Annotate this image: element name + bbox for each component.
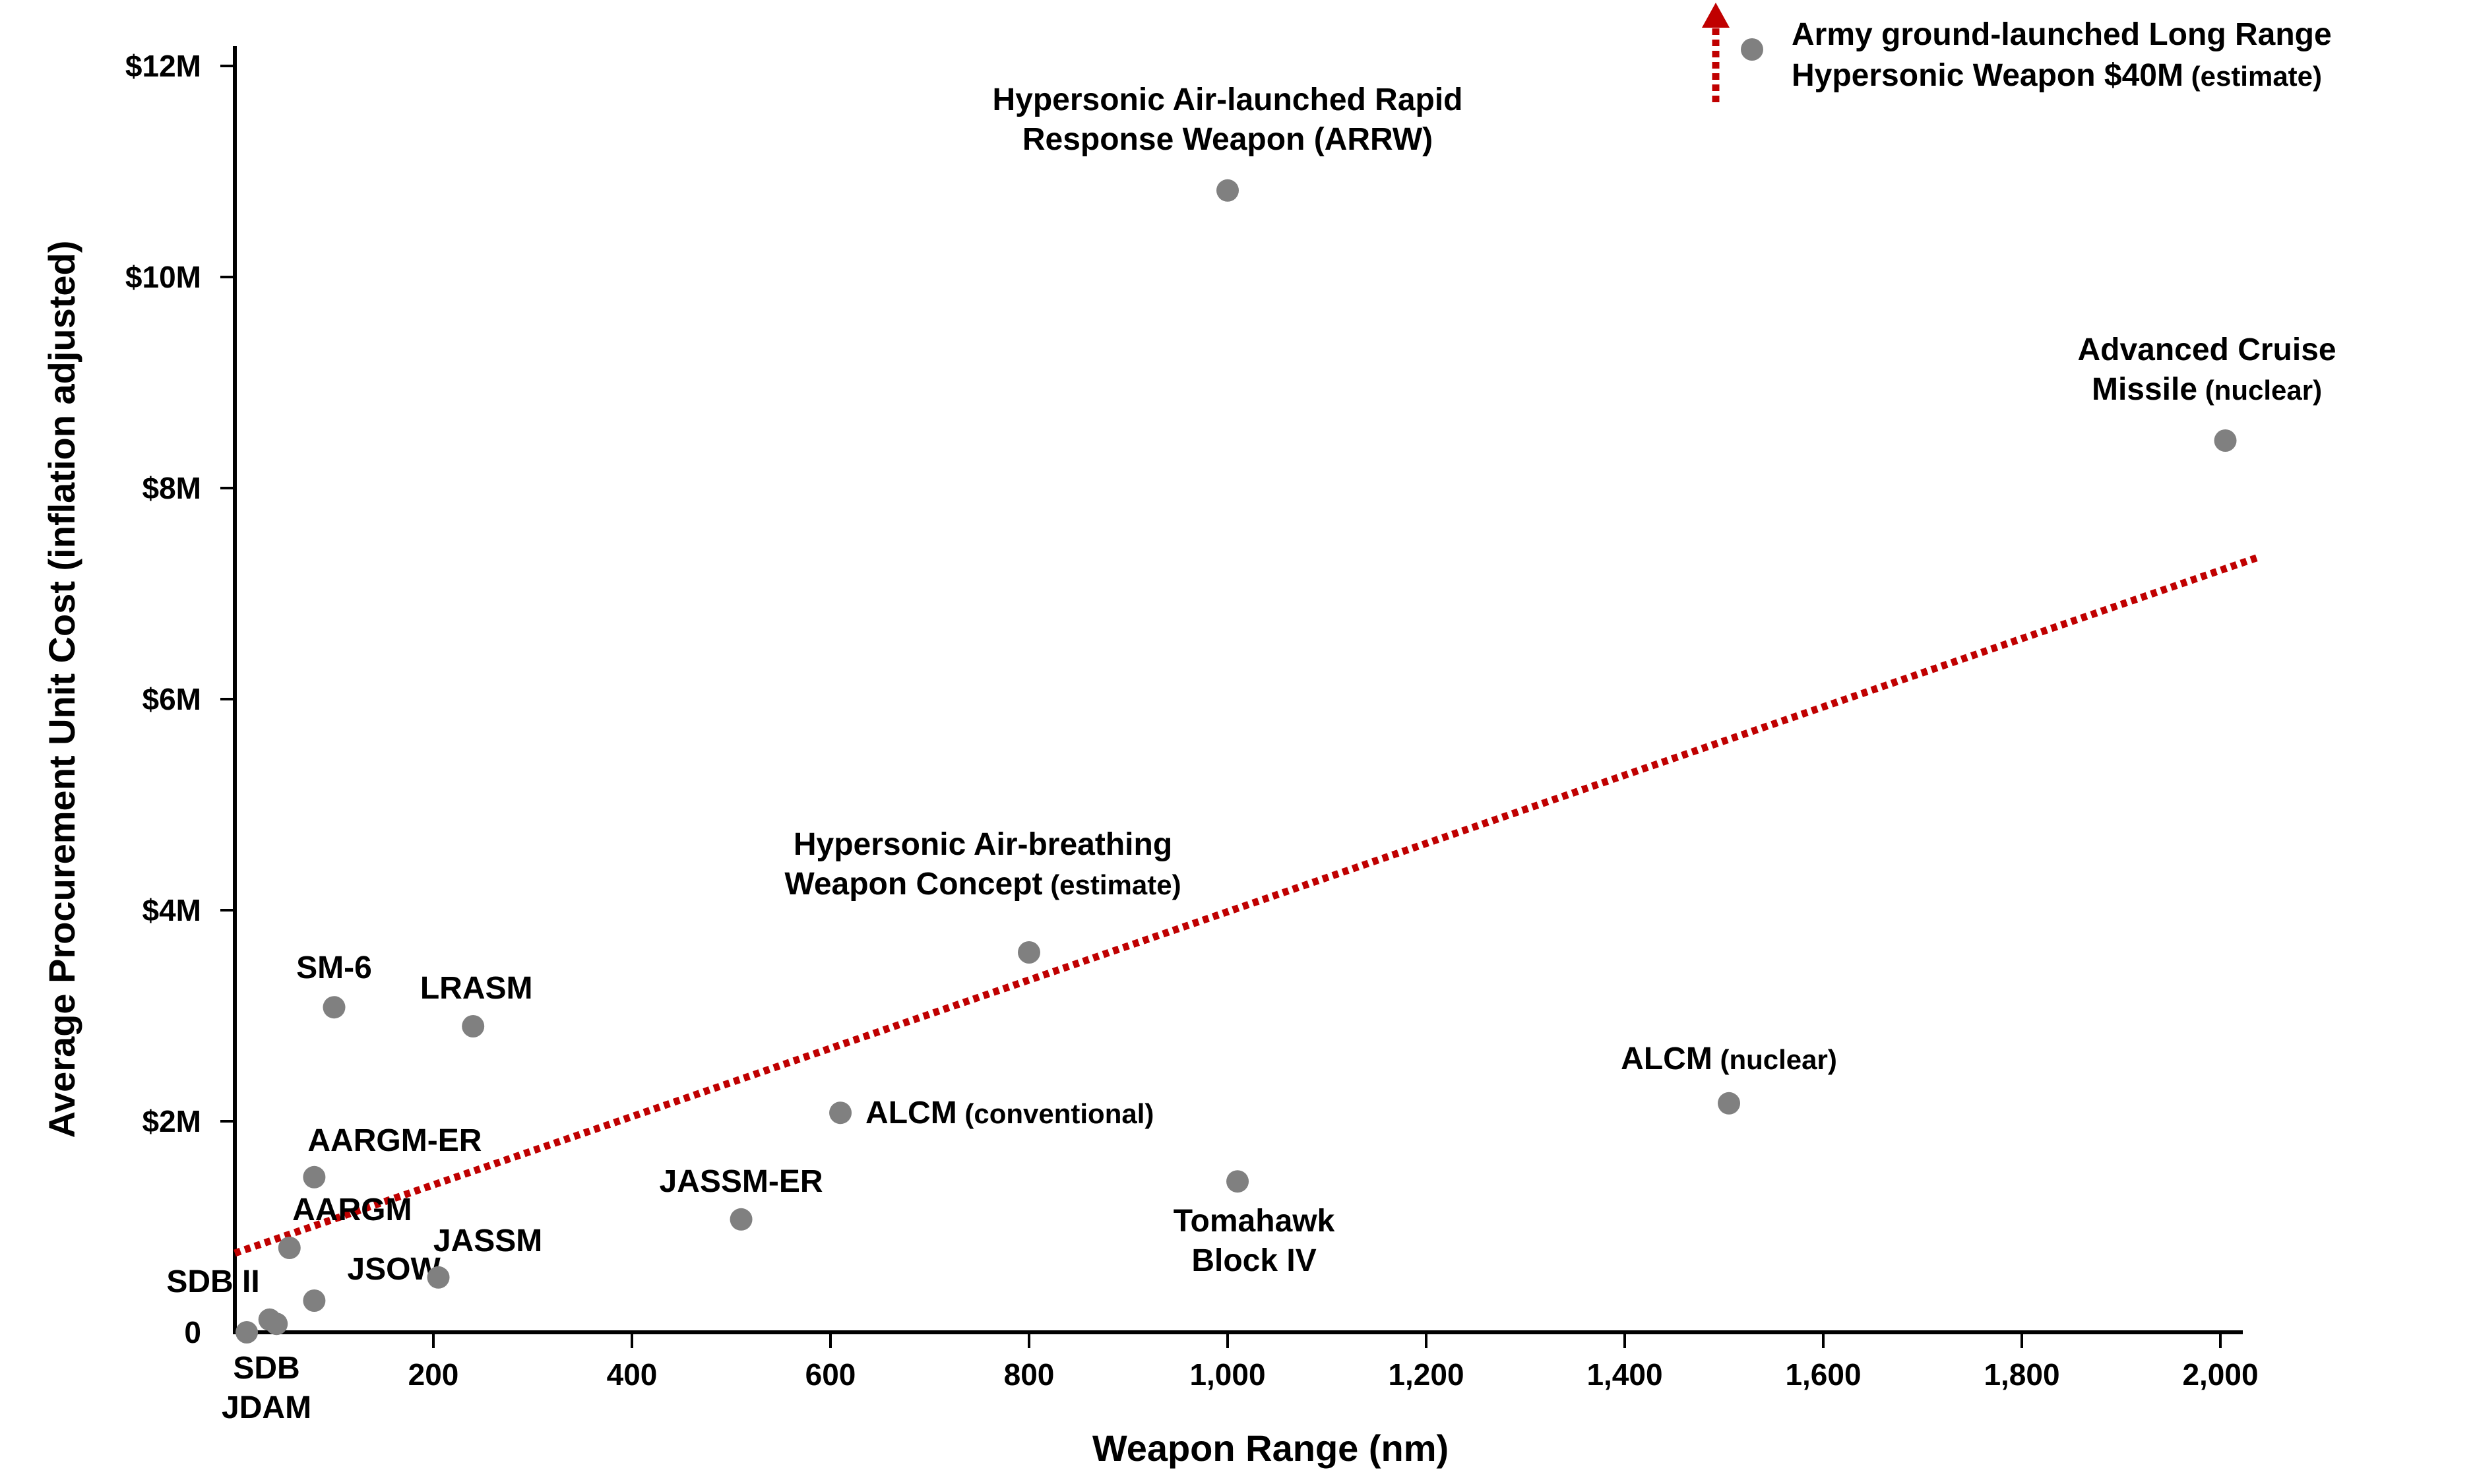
x-tick-label: 1,400: [1586, 1357, 1662, 1392]
point-label-text: Block IV: [1191, 1243, 1316, 1278]
point-label: JDAM: [222, 1390, 311, 1425]
data-point: [265, 1313, 288, 1336]
offscale-label-text: Army ground-launched Long Range: [1792, 17, 2332, 52]
x-tick-label: 200: [408, 1357, 459, 1392]
point-label: JASSM: [433, 1223, 542, 1258]
trendline: [234, 553, 2261, 1257]
point-label-text: ALCM: [865, 1096, 957, 1130]
point-label: LRASM: [420, 971, 533, 1006]
point-label: Block IV: [1191, 1243, 1316, 1278]
point-label-text: Advanced Cruise: [2077, 332, 2336, 367]
y-tick-label: $6M: [142, 682, 201, 716]
trendline-layer: [234, 553, 2261, 1257]
point-label: ALCM (nuclear): [1621, 1041, 1837, 1076]
point-label: SDB II: [166, 1264, 259, 1299]
y-tick-label: $8M: [142, 471, 201, 505]
point-label-text: Response Weapon (ARRW): [1022, 122, 1433, 157]
y-tick-label: $12M: [125, 49, 201, 83]
offscale-data-point: [1741, 38, 1763, 61]
point-label-text: JDAM: [222, 1390, 311, 1425]
x-tick-label: 1,800: [1984, 1357, 2059, 1392]
point-label-text: SDB II: [166, 1264, 259, 1299]
point-label-text: Hypersonic Air-breathing: [794, 827, 1172, 862]
offscale-label: Hypersonic Weapon $40M (estimate): [1792, 58, 2322, 93]
point-label-text: JASSM: [433, 1223, 542, 1258]
x-tick-label: 1,200: [1388, 1357, 1464, 1392]
data-point: [829, 1101, 852, 1125]
data-point: [1216, 179, 1239, 202]
point-label: SDB: [233, 1351, 299, 1386]
point-label-text: AARGM-ER: [307, 1123, 482, 1158]
point-label-text: SDB: [233, 1351, 299, 1386]
point-label: JSOW: [347, 1252, 441, 1287]
x-tick-label: 400: [607, 1357, 658, 1392]
offscale-label-text: Hypersonic Weapon $40M: [1792, 58, 2183, 93]
data-point: [278, 1237, 301, 1259]
point-label: JASSM-ER: [660, 1164, 823, 1199]
point-label-text: LRASM: [420, 971, 533, 1006]
point-label-text: SM-6: [296, 950, 372, 985]
point-label: SM-6: [296, 950, 372, 985]
data-point: [2214, 429, 2237, 452]
point-label-text: Weapon Concept: [784, 867, 1042, 902]
point-label-text: JASSM-ER: [660, 1164, 823, 1199]
x-tick-label: 1,600: [1785, 1357, 1861, 1392]
x-tick-label: 1,000: [1189, 1357, 1265, 1392]
data-point: [235, 1321, 259, 1344]
point-label: Tomahawk: [1174, 1204, 1335, 1239]
point-label-text: Missile: [2092, 372, 2197, 407]
point-label-text: Hypersonic Air-launched Rapid: [992, 82, 1462, 117]
x-tick-label: 600: [805, 1357, 856, 1392]
data-point: [1226, 1170, 1249, 1193]
x-axis-title: Weapon Range (nm): [1092, 1427, 1449, 1469]
point-label: Hypersonic Air-launched Rapid: [992, 82, 1462, 117]
point-label: AARGM: [292, 1192, 412, 1227]
point-label-note: (conventional): [957, 1098, 1154, 1129]
point-label-text: Tomahawk: [1174, 1204, 1335, 1239]
data-point: [323, 996, 346, 1019]
data-point: [427, 1266, 450, 1289]
offscale-label-note: (estimate): [2183, 61, 2322, 92]
point-label: Hypersonic Air-breathing: [794, 827, 1172, 862]
point-label-text: AARGM: [292, 1192, 412, 1227]
y-tick-label: 0: [184, 1315, 201, 1349]
data-point: [303, 1289, 326, 1312]
offscale-label: Army ground-launched Long Range: [1792, 17, 2332, 52]
point-label: Missile (nuclear): [2092, 372, 2322, 407]
offscale-annotation: Army ground-launched Long Range Hypersoni…: [1702, 3, 2332, 102]
data-point: [730, 1208, 753, 1231]
data-point: [462, 1015, 485, 1037]
offscale-arrow-head: [1702, 3, 1730, 28]
point-label: Response Weapon (ARRW): [1022, 122, 1433, 157]
x-tick-label: 2,000: [2182, 1357, 2258, 1392]
point-label: AARGM-ER: [307, 1123, 482, 1158]
y-axis-ticks: 0 $2M $4M $6M $8M $10M $12M: [125, 49, 235, 1349]
point-label-text: ALCM: [1621, 1041, 1712, 1076]
point-label-note: (nuclear): [2197, 375, 2322, 406]
point-label: Weapon Concept (estimate): [784, 867, 1181, 902]
data-point: [303, 1165, 326, 1189]
data-point: [1718, 1092, 1741, 1115]
point-label-text: JSOW: [347, 1252, 441, 1287]
x-tick-label: 800: [1004, 1357, 1055, 1392]
y-axis-title: Average Procurement Unit Cost (inflation…: [41, 241, 82, 1138]
data-point: [1018, 941, 1040, 964]
point-label: Advanced Cruise: [2077, 332, 2336, 367]
point-label-note: (estimate): [1043, 869, 1181, 900]
y-tick-label: $4M: [142, 893, 201, 927]
point-label: ALCM (conventional): [865, 1096, 1154, 1130]
x-axis-ticks: 200 400 600 800 1,000 1,200 1,400 1,600 1,800 2,0…: [408, 1332, 2259, 1392]
y-tick-label: $10M: [125, 260, 201, 294]
y-tick-label: $2M: [142, 1104, 201, 1138]
data-points: SDB JDAM SDB II AARGM JSOW AARGM-ER SM-6 JASSM L…: [166, 82, 2336, 1425]
point-label-note: (nuclear): [1712, 1044, 1837, 1075]
